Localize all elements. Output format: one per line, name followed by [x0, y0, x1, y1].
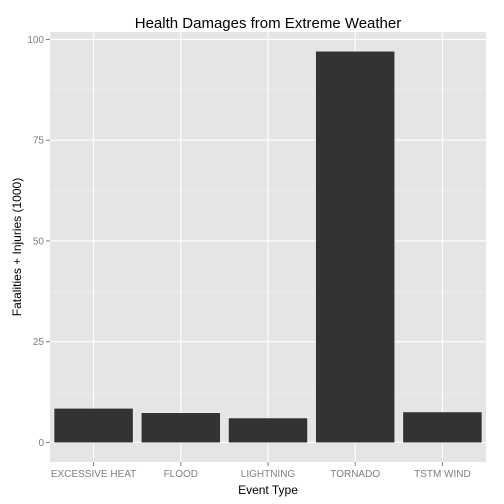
- x-axis-title: Event Type: [238, 483, 298, 497]
- y-tick-label: 75: [33, 136, 45, 147]
- y-tick-label: 100: [27, 35, 44, 46]
- bar: [228, 418, 308, 443]
- bar: [315, 51, 395, 443]
- bar: [54, 408, 133, 443]
- bar: [141, 413, 221, 443]
- chart-title: Health Damages from Extreme Weather: [135, 15, 402, 32]
- x-axis: EXCESSIVE HEAT FLOOD LIGHTNING TORNADO TSTM …: [51, 462, 471, 480]
- x-tick-label: TORNADO: [330, 469, 380, 480]
- x-tick-label: FLOOD: [164, 469, 198, 480]
- y-axis-title: Fatalities + Injuries (1000): [10, 178, 24, 316]
- bars: [54, 51, 482, 443]
- bar: [403, 412, 482, 443]
- x-tick-label: TSTM WIND: [414, 469, 471, 480]
- gridlines: [50, 32, 486, 462]
- x-tick-label: LIGHTNING: [241, 469, 296, 480]
- y-tick-label: 0: [38, 438, 44, 449]
- y-tick-label: 25: [33, 337, 45, 348]
- y-axis: 0 25 50 75 100: [27, 35, 50, 449]
- y-tick-label: 50: [33, 236, 45, 247]
- x-tick-label: EXCESSIVE HEAT: [51, 469, 136, 480]
